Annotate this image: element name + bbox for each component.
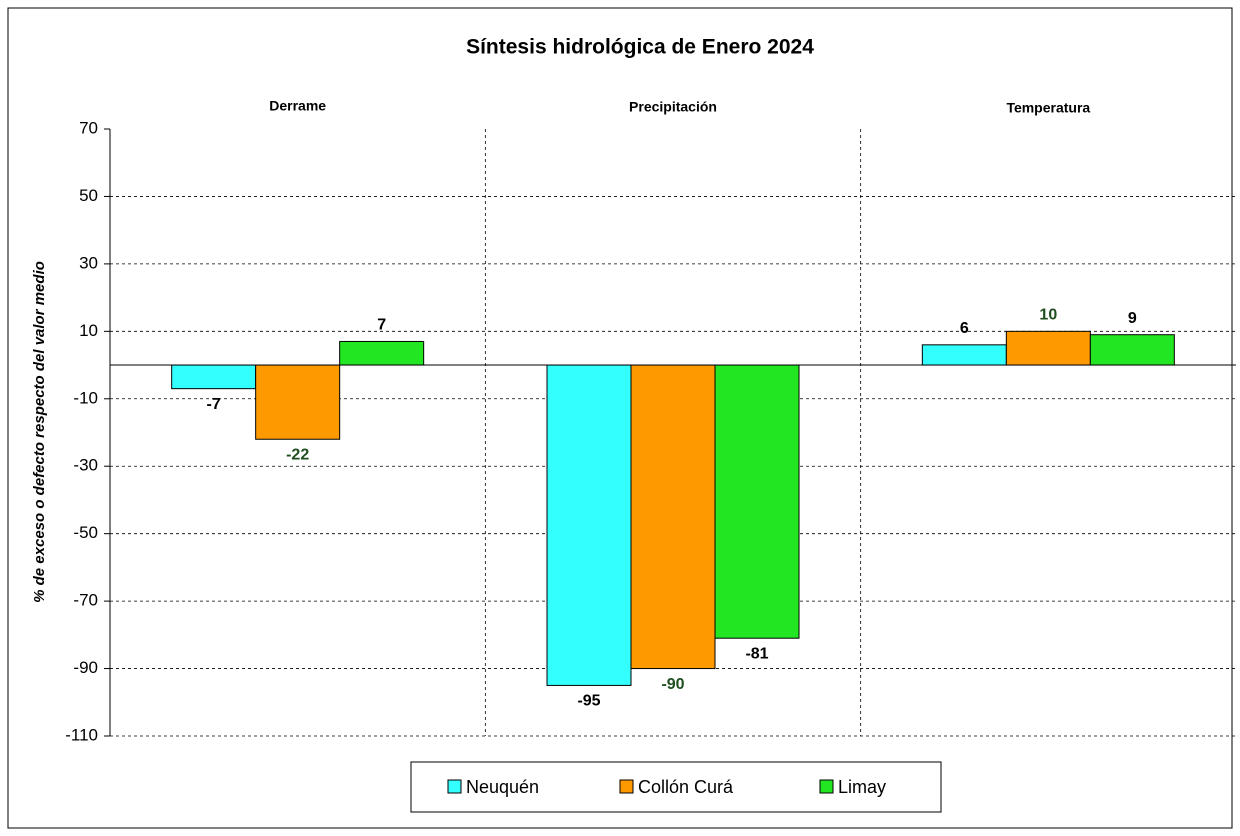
bar: [546, 364, 632, 686]
legend-label: Neuquén: [466, 777, 539, 797]
data-label: -7: [207, 396, 221, 413]
legend-swatch: [619, 779, 634, 794]
category-label: Temperatura: [1006, 100, 1090, 116]
category-label: Derrame: [269, 98, 326, 114]
y-tick-label: -90: [73, 658, 98, 677]
y-tick-label: -10: [73, 388, 98, 407]
y-tick-label: -110: [65, 725, 98, 744]
bar: [921, 344, 1007, 366]
data-label: 9: [1128, 310, 1137, 327]
bar: [255, 364, 341, 440]
data-label: -22: [286, 446, 309, 463]
chart-title: Síntesis hidrológica de Enero 2024: [466, 36, 814, 59]
bar: [714, 364, 800, 639]
bar: [171, 364, 257, 390]
data-label: 7: [377, 317, 386, 334]
data-label: 6: [960, 320, 969, 337]
data-label: -95: [577, 693, 600, 710]
legend-label: Limay: [838, 777, 886, 797]
legend-box: [410, 761, 942, 813]
bar: [1005, 330, 1091, 366]
legend-swatch: [819, 779, 834, 794]
bar: [630, 364, 716, 670]
bar: [1089, 334, 1175, 366]
legend-label: Collón Curá: [638, 777, 734, 797]
y-tick-label: -50: [73, 523, 98, 542]
bar: [339, 340, 425, 366]
y-tick-label: 30: [79, 253, 98, 272]
y-tick-label: -30: [73, 456, 98, 475]
data-label: 10: [1039, 307, 1057, 324]
data-label: -90: [661, 676, 684, 693]
y-tick-label: -70: [73, 591, 98, 610]
y-tick-label: 50: [79, 186, 98, 205]
data-label: -81: [745, 645, 768, 662]
category-label: Precipitación: [629, 99, 717, 115]
y-tick-label: 70: [79, 118, 98, 137]
legend-swatch: [447, 779, 462, 794]
y-axis-label: % de exceso o defecto respecto del valor…: [31, 261, 48, 603]
y-tick-label: 10: [79, 321, 98, 340]
